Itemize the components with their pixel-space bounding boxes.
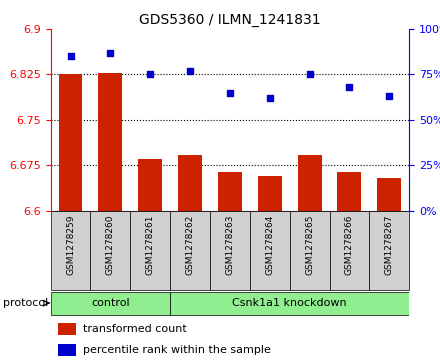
Point [386,93,393,99]
Bar [210,211,250,290]
Bar [58,323,76,335]
Bar [59,74,82,211]
Title: GDS5360 / ILMN_1241831: GDS5360 / ILMN_1241831 [139,13,321,26]
Point [187,68,194,74]
Bar [330,211,369,290]
Text: percentile rank within the sample: percentile rank within the sample [83,345,271,355]
Bar [378,178,401,211]
Text: GSM1278264: GSM1278264 [265,215,274,275]
Bar [170,292,409,314]
Text: GSM1278259: GSM1278259 [66,215,75,275]
Point [266,95,273,101]
Text: GSM1278262: GSM1278262 [186,215,194,275]
Text: protocol: protocol [4,298,48,308]
Bar [51,292,170,314]
Bar [258,176,282,211]
Bar [297,155,322,211]
Bar [91,211,130,290]
Point [147,72,154,77]
Text: GSM1278263: GSM1278263 [225,215,235,275]
Point [227,90,234,95]
Text: GSM1278267: GSM1278267 [385,215,394,275]
Bar [290,211,330,290]
Text: transformed count: transformed count [83,324,187,334]
Text: control: control [91,298,130,308]
Bar [218,172,242,211]
Bar [170,211,210,290]
Text: GSM1278265: GSM1278265 [305,215,314,275]
Bar [337,172,361,211]
Text: GSM1278261: GSM1278261 [146,215,155,275]
Bar [178,155,202,211]
Point [306,72,313,77]
Text: GSM1278260: GSM1278260 [106,215,115,275]
Bar [130,211,170,290]
Bar [138,159,162,211]
Text: Csnk1a1 knockdown: Csnk1a1 knockdown [232,298,347,308]
Text: GSM1278266: GSM1278266 [345,215,354,275]
Bar [58,344,76,356]
Bar [369,211,409,290]
Bar [250,211,290,290]
Point [107,50,114,56]
Bar [99,73,122,211]
Bar [51,211,91,290]
Point [346,84,353,90]
Point [67,53,74,59]
